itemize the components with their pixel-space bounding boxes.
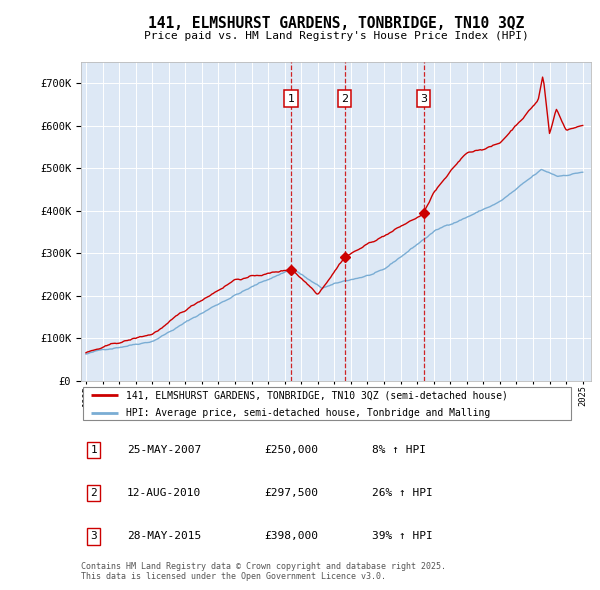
Text: £398,000: £398,000 bbox=[265, 532, 319, 542]
Text: 1: 1 bbox=[91, 445, 97, 455]
Text: 25-MAY-2007: 25-MAY-2007 bbox=[127, 445, 201, 455]
Text: £250,000: £250,000 bbox=[265, 445, 319, 455]
Text: 12-AUG-2010: 12-AUG-2010 bbox=[127, 488, 201, 498]
Text: 39% ↑ HPI: 39% ↑ HPI bbox=[372, 532, 433, 542]
Text: 141, ELMSHURST GARDENS, TONBRIDGE, TN10 3QZ: 141, ELMSHURST GARDENS, TONBRIDGE, TN10 … bbox=[148, 16, 524, 31]
Text: 1: 1 bbox=[287, 94, 295, 104]
FancyBboxPatch shape bbox=[83, 386, 571, 421]
Text: HPI: Average price, semi-detached house, Tonbridge and Malling: HPI: Average price, semi-detached house,… bbox=[125, 408, 490, 418]
Text: 141, ELMSHURST GARDENS, TONBRIDGE, TN10 3QZ (semi-detached house): 141, ELMSHURST GARDENS, TONBRIDGE, TN10 … bbox=[125, 390, 508, 400]
Text: Contains HM Land Registry data © Crown copyright and database right 2025.
This d: Contains HM Land Registry data © Crown c… bbox=[81, 562, 446, 581]
Text: Price paid vs. HM Land Registry's House Price Index (HPI): Price paid vs. HM Land Registry's House … bbox=[143, 31, 529, 41]
Text: 26% ↑ HPI: 26% ↑ HPI bbox=[372, 488, 433, 498]
Text: 28-MAY-2015: 28-MAY-2015 bbox=[127, 532, 201, 542]
Text: 2: 2 bbox=[341, 94, 348, 104]
Text: 3: 3 bbox=[420, 94, 427, 104]
Text: £297,500: £297,500 bbox=[265, 488, 319, 498]
Text: 3: 3 bbox=[91, 532, 97, 542]
Text: 2: 2 bbox=[91, 488, 97, 498]
Text: 8% ↑ HPI: 8% ↑ HPI bbox=[372, 445, 426, 455]
